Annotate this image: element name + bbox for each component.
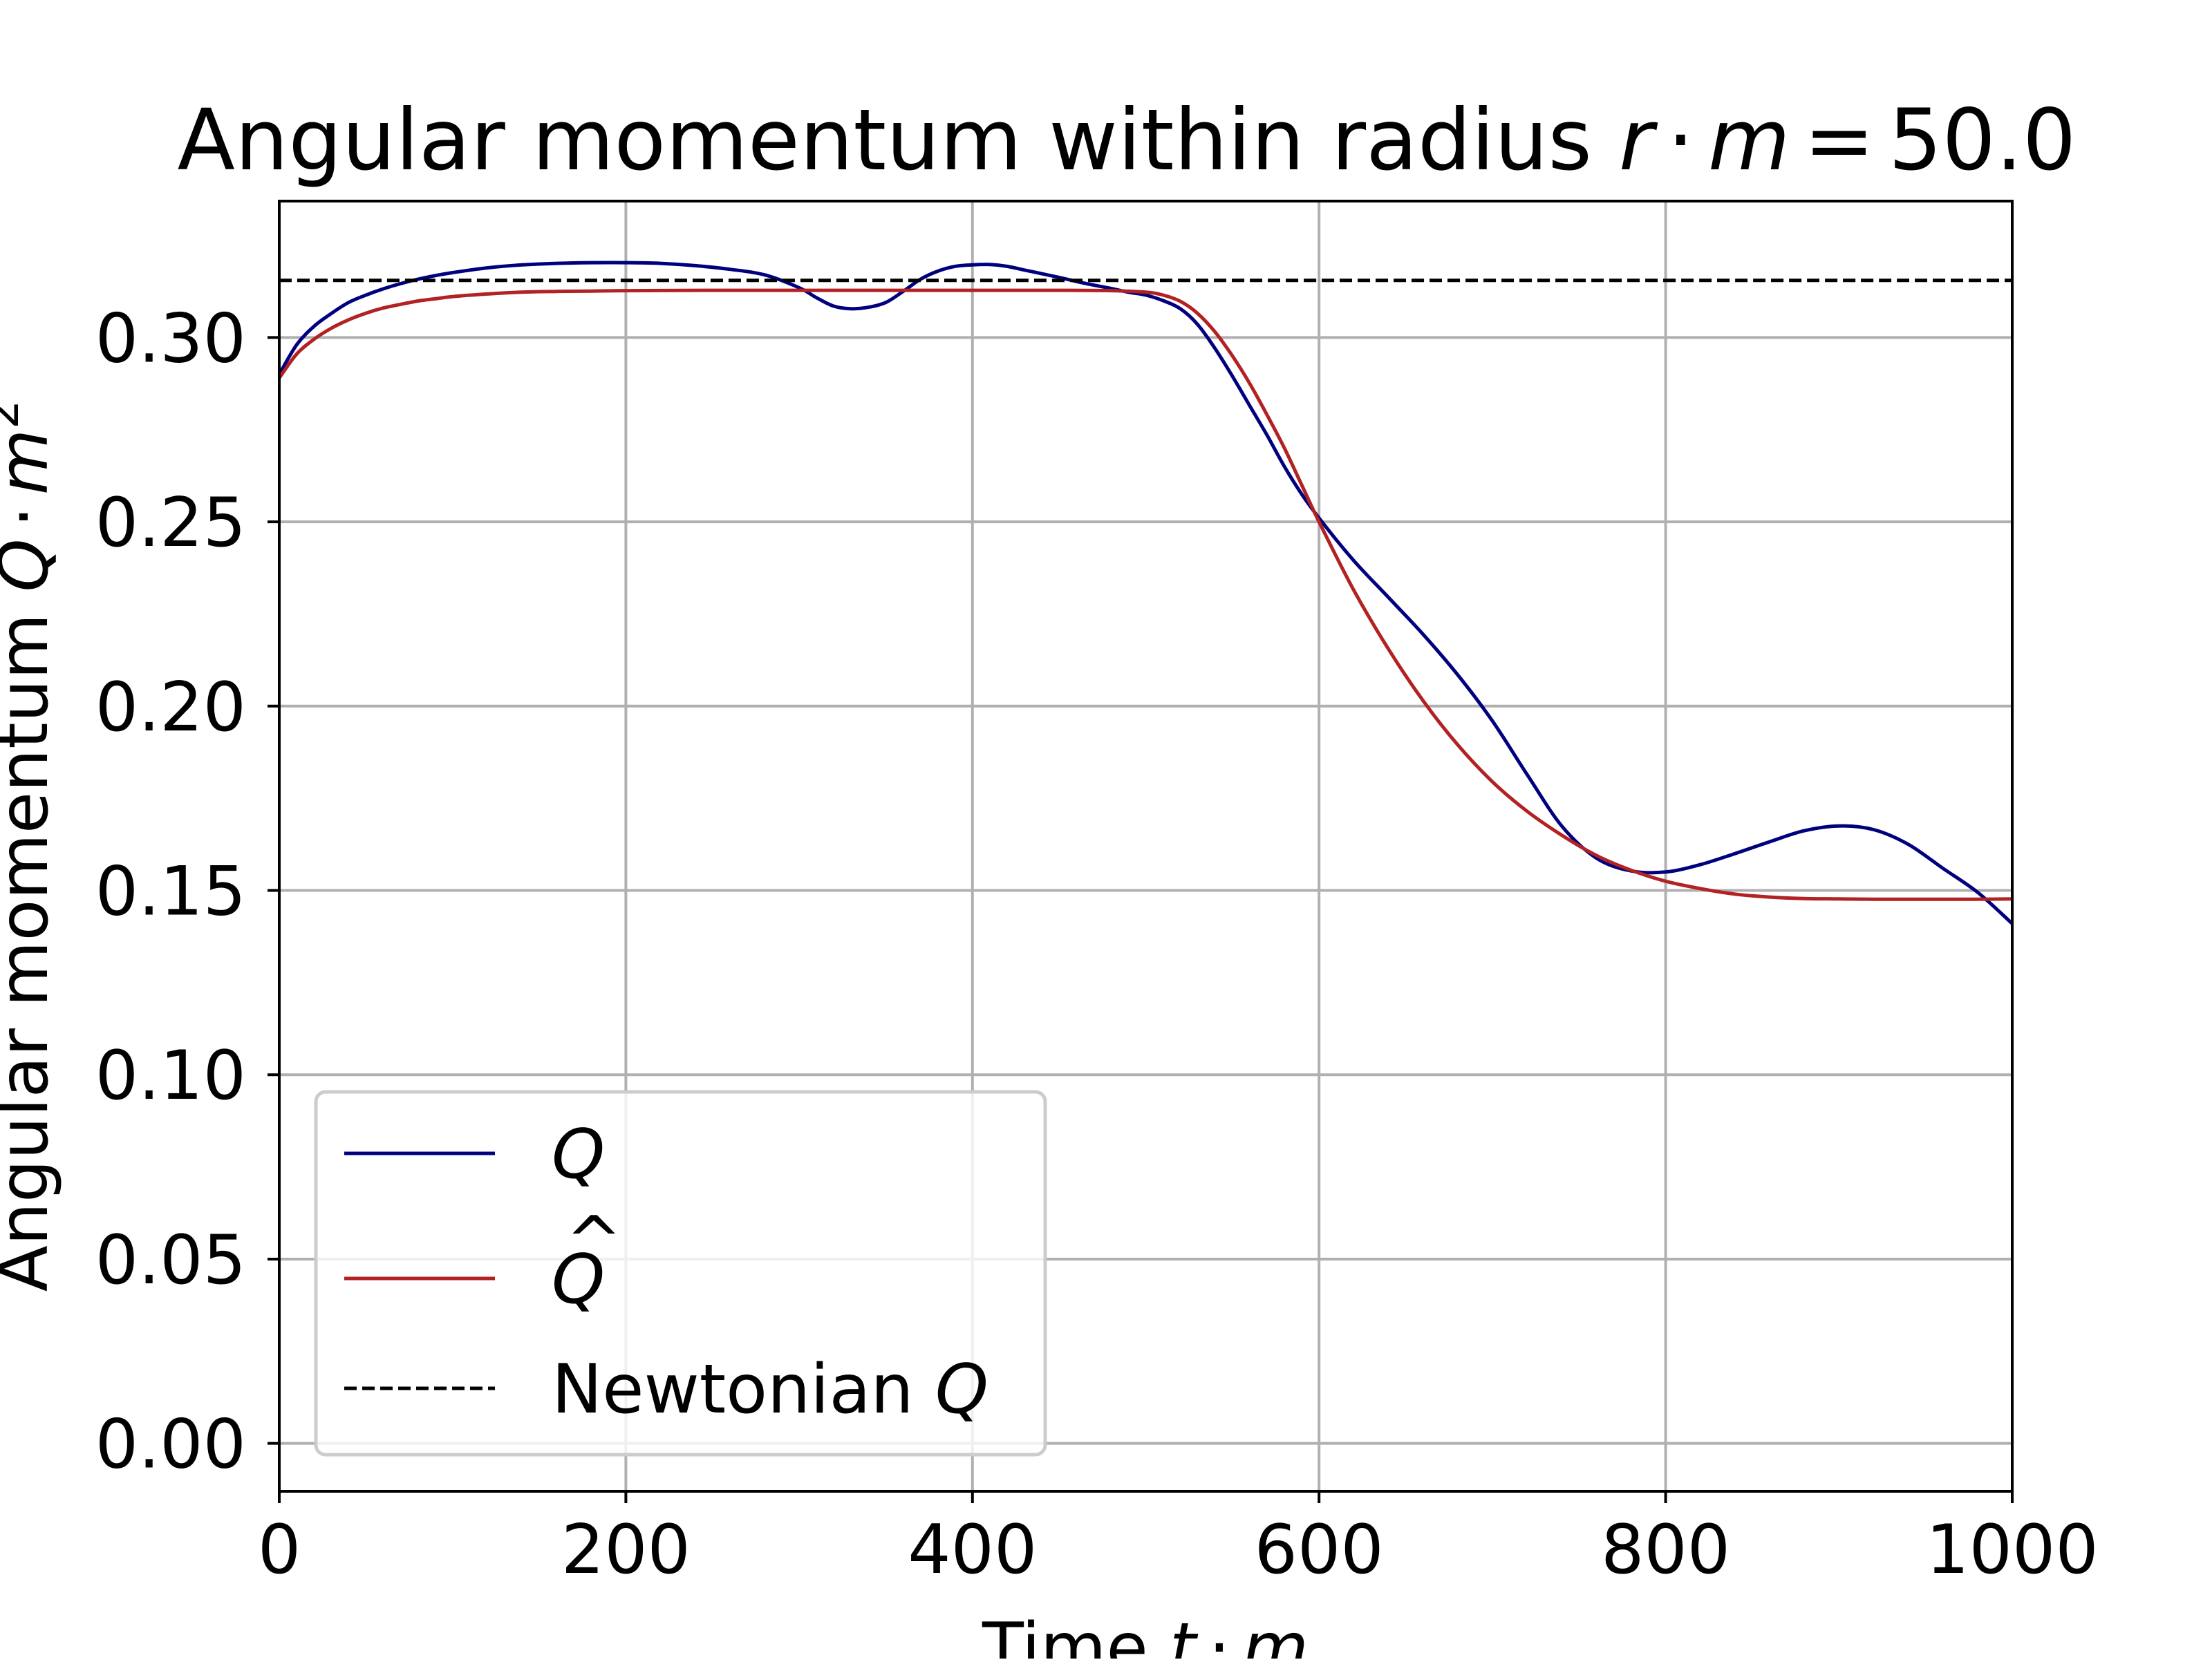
y-tick-label: 0.15	[95, 853, 246, 932]
x-axis-label: Time t · m	[982, 1609, 1309, 1659]
x-tick-label: 600	[1255, 1511, 1384, 1589]
x-tick-label: 400	[908, 1511, 1037, 1589]
series-line-q-hat	[277, 288, 2013, 901]
y-tick-label: 0.20	[95, 668, 246, 747]
legend-box	[314, 1090, 1047, 1457]
legend-items: QQ^Newtonian Q	[344, 1115, 988, 1429]
axis-ticks: 0 200 400 600 800 1000 0.00 0.05 0.10 0.15 0.20 0.2…	[95, 299, 2099, 1589]
series-lines	[277, 261, 2014, 925]
y-tick-label: 0.25	[95, 484, 246, 563]
legend-label: Q	[552, 1115, 605, 1194]
y-tick-label: 0.30	[95, 299, 246, 378]
legend-hat-accent: ^	[565, 1202, 622, 1281]
x-tick-label: 0	[258, 1511, 301, 1589]
y-tick-label: 0.00	[95, 1406, 246, 1484]
chart-title: Angular momentum within radius r · m = 50.0	[177, 91, 2076, 189]
legend: QQ^Newtonian Q	[314, 1090, 1047, 1457]
y-axis-label: Angular momentum Q·m2	[0, 400, 64, 1292]
legend-label: Newtonian Q	[552, 1350, 988, 1429]
x-tick-label: 200	[561, 1511, 691, 1589]
axes-frame	[278, 200, 2014, 1493]
x-tick-label: 1000	[1926, 1511, 2098, 1589]
y-tick-label: 0.05	[95, 1221, 246, 1300]
x-tick-label: 800	[1601, 1511, 1730, 1589]
legend-label: Q	[552, 1240, 605, 1319]
y-tick-label: 0.10	[95, 1037, 246, 1115]
